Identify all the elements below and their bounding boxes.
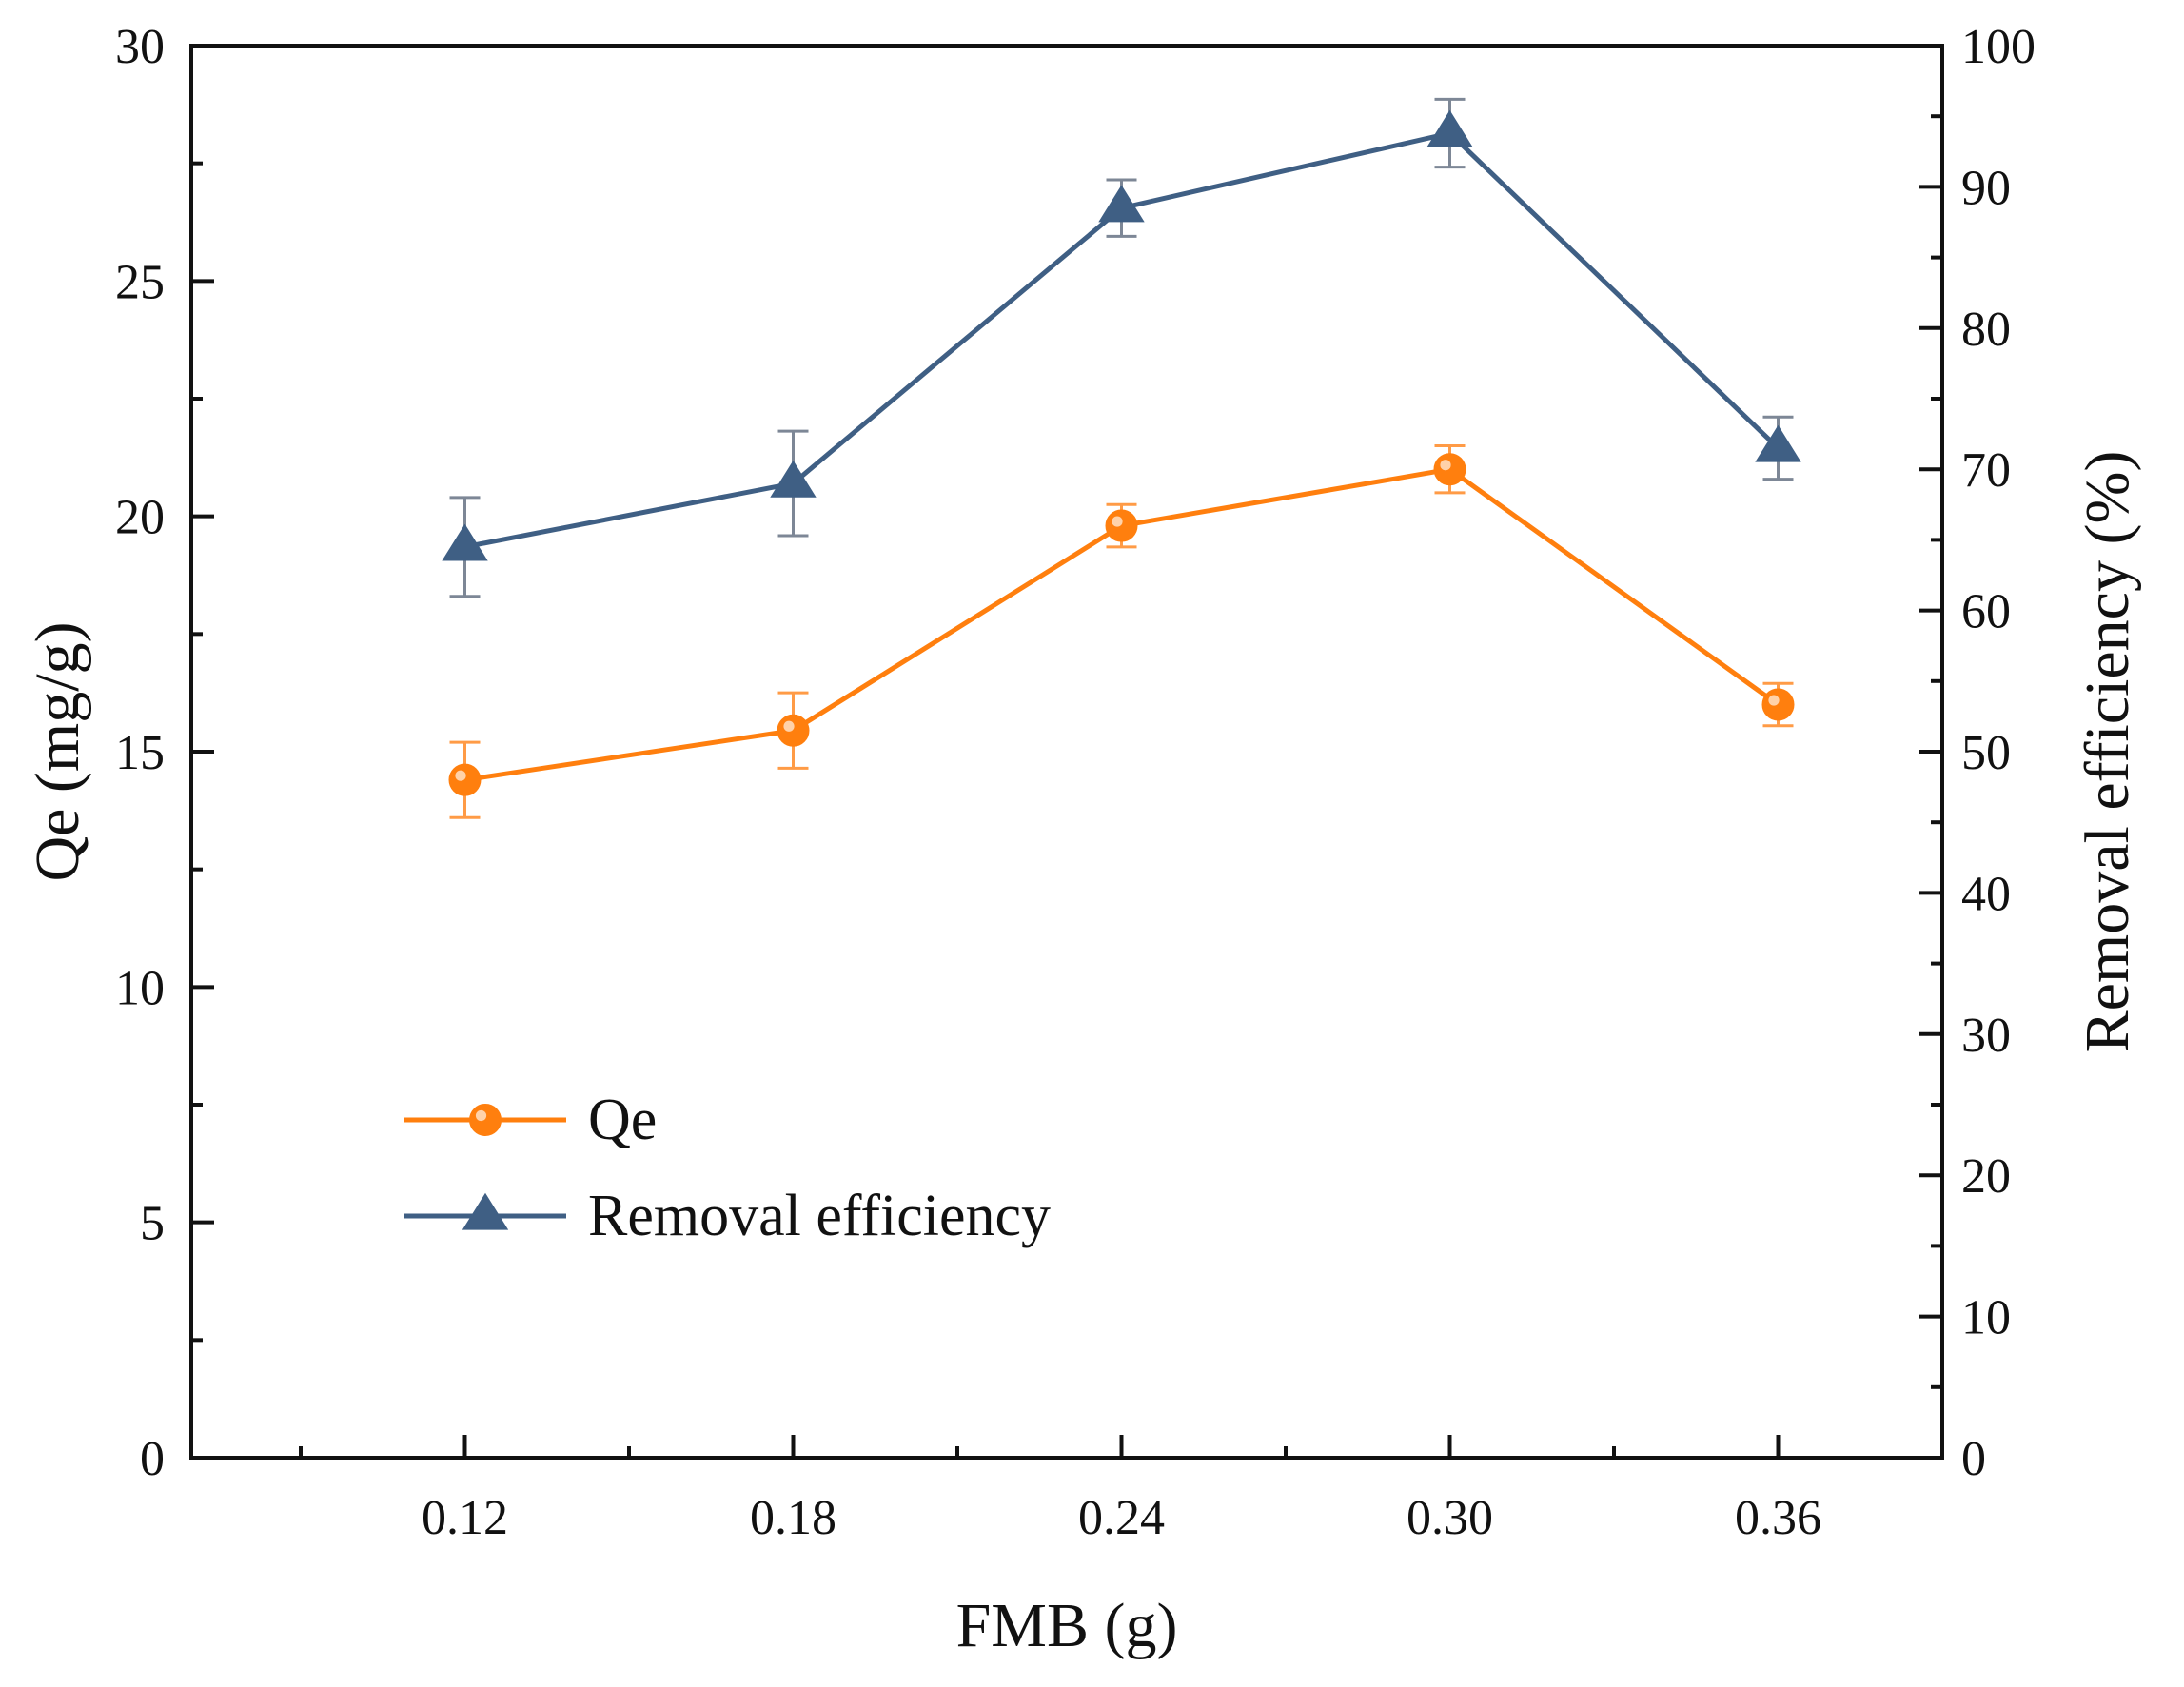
left-y-tick-label: 20	[115, 491, 165, 545]
right-y-tick-label: 60	[1961, 585, 2011, 639]
qe-point-circle	[1433, 453, 1466, 486]
right-y-axis-title: Removal efficiency (%)	[2073, 451, 2142, 1053]
qe-point-highlight	[1440, 460, 1451, 471]
qe-point	[777, 714, 810, 747]
right-y-tick-label: 0	[1961, 1432, 1986, 1486]
qe-point	[448, 763, 482, 796]
left-y-tick-label: 5	[140, 1197, 165, 1251]
plot-frame	[189, 44, 1944, 1460]
qe-point	[1433, 453, 1466, 486]
right-y-tick-label: 80	[1961, 303, 2011, 357]
x-tick-label: 0.36	[1735, 1491, 1821, 1545]
qe-point-circle	[469, 1104, 502, 1136]
right-y-tick-label: 20	[1961, 1149, 2011, 1204]
removal-efficiency-point	[1098, 185, 1145, 223]
removal-efficiency-series	[442, 97, 1801, 598]
x-tick-label: 0.30	[1407, 1491, 1493, 1545]
left-y-tick-label: 0	[140, 1432, 165, 1486]
right-y-tick-label: 30	[1961, 1009, 2011, 1063]
right-y-tick-label: 70	[1961, 443, 2011, 498]
removal-efficiency-point	[1755, 424, 1801, 462]
legend-marker-removal-efficiency	[462, 1192, 509, 1230]
removal-efficiency-point	[442, 523, 488, 561]
x-tick-label: 0.18	[750, 1491, 836, 1545]
qe-point-highlight	[455, 770, 466, 781]
qe-point-circle	[1761, 688, 1795, 721]
qe-point-highlight	[1112, 516, 1123, 527]
right-y-tick-label: 40	[1961, 867, 2011, 921]
qe-point	[1105, 509, 1138, 542]
removal-efficiency-point	[1426, 109, 1473, 147]
qe-series	[448, 443, 1795, 819]
legend-label-qe: Qe	[588, 1088, 657, 1152]
left-y-tick-label: 10	[115, 961, 165, 1015]
x-tick-label: 0.12	[422, 1491, 508, 1545]
qe-point-highlight	[475, 1109, 487, 1122]
right-y-tick-label: 90	[1961, 161, 2011, 215]
left-y-axis-title: Qe (mg/g)	[23, 621, 92, 881]
right-y-tick-label: 100	[1961, 20, 2036, 74]
qe-point-circle	[1105, 509, 1138, 542]
left-y-tick-label: 30	[115, 20, 165, 74]
removal-efficiency-point	[770, 460, 817, 498]
qe-point-circle	[448, 763, 482, 796]
x-tick-label: 0.24	[1078, 1491, 1165, 1545]
qe-point-highlight	[1768, 695, 1780, 706]
legend-item-qe: Qe	[404, 1088, 657, 1152]
right-y-tick-label: 10	[1961, 1291, 2011, 1345]
qe-point	[1761, 688, 1795, 721]
legend-marker-qe	[469, 1104, 502, 1136]
right-y-tick-label: 50	[1961, 726, 2011, 780]
left-y-tick-label: 15	[115, 726, 165, 780]
legend-label-removal-efficiency: Removal efficiency	[588, 1184, 1051, 1248]
legend-item-removal-efficiency: Removal efficiency	[404, 1184, 1051, 1248]
left-y-tick-label: 25	[115, 255, 165, 309]
qe-point-circle	[777, 714, 810, 747]
qe-point-highlight	[783, 720, 795, 732]
x-axis-title: FMB (g)	[956, 1591, 1178, 1660]
